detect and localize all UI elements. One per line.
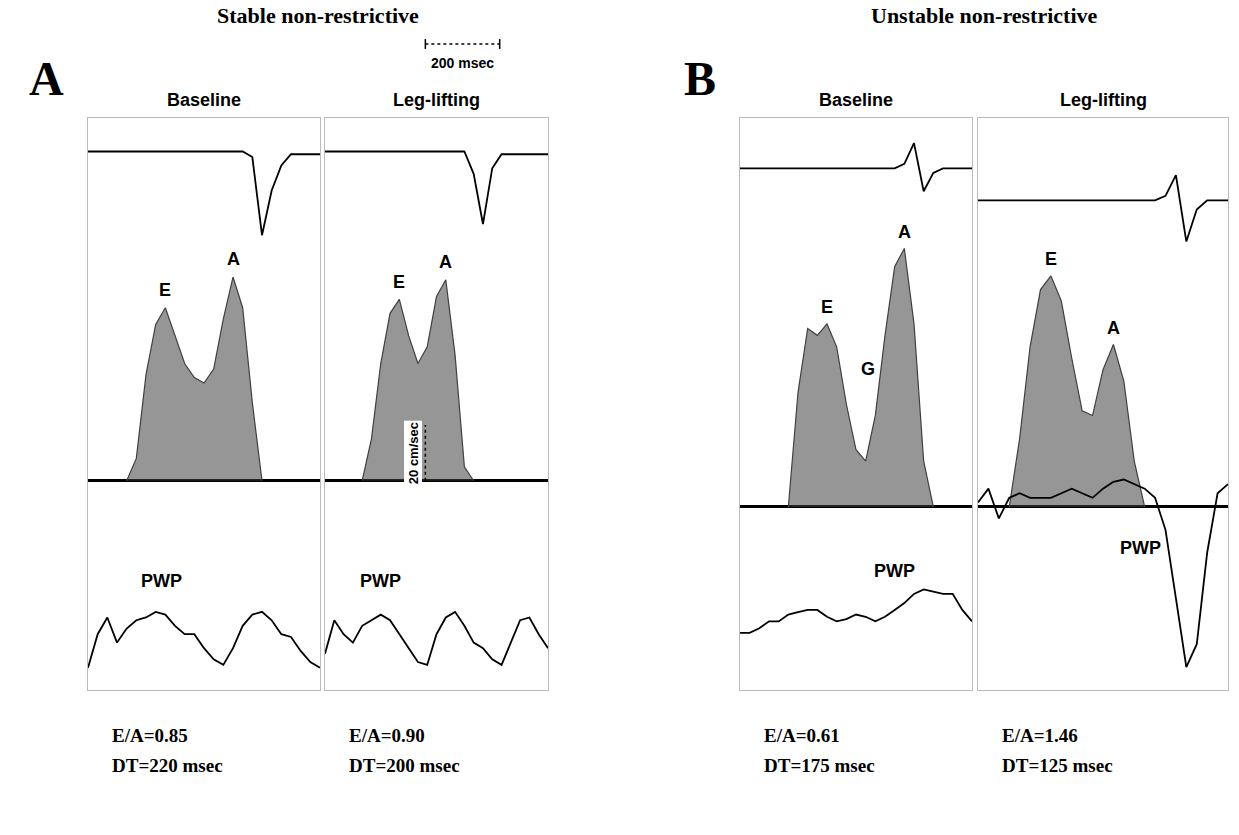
svg-text:PWP: PWP xyxy=(1120,538,1161,558)
svg-text:E: E xyxy=(821,297,833,317)
svg-text:DT=175 msec: DT=175 msec xyxy=(764,755,875,776)
svg-text:Stable non-restrictive: Stable non-restrictive xyxy=(217,3,419,28)
svg-text:E/A=0.61: E/A=0.61 xyxy=(764,725,840,746)
svg-text:Leg-lifting: Leg-lifting xyxy=(393,90,480,110)
svg-text:A: A xyxy=(1107,318,1120,338)
svg-text:DT=220 msec: DT=220 msec xyxy=(112,755,223,776)
svg-text:G: G xyxy=(861,359,875,379)
svg-text:E/A=1.46: E/A=1.46 xyxy=(1002,725,1078,746)
svg-text:20 cm/sec: 20 cm/sec xyxy=(406,422,421,484)
svg-text:PWP: PWP xyxy=(141,571,182,591)
svg-text:Unstable non-restrictive: Unstable non-restrictive xyxy=(871,3,1098,28)
svg-text:200 msec: 200 msec xyxy=(431,55,494,71)
svg-text:Baseline: Baseline xyxy=(819,90,893,110)
svg-text:PWP: PWP xyxy=(874,561,915,581)
svg-text:B: B xyxy=(684,52,716,105)
svg-text:E/A=0.90: E/A=0.90 xyxy=(349,725,425,746)
svg-text:Leg-lifting: Leg-lifting xyxy=(1060,90,1147,110)
svg-text:E: E xyxy=(1045,249,1057,269)
svg-text:DT=125 msec: DT=125 msec xyxy=(1002,755,1113,776)
svg-text:Baseline: Baseline xyxy=(167,90,241,110)
svg-text:DT=200 msec: DT=200 msec xyxy=(349,755,460,776)
svg-text:A: A xyxy=(227,249,240,269)
svg-text:E/A=0.85: E/A=0.85 xyxy=(112,725,188,746)
svg-text:E: E xyxy=(393,272,405,292)
svg-text:E: E xyxy=(159,280,171,300)
svg-text:PWP: PWP xyxy=(360,571,401,591)
svg-text:A: A xyxy=(439,252,452,272)
svg-text:A: A xyxy=(898,222,911,242)
svg-text:A: A xyxy=(29,52,64,105)
